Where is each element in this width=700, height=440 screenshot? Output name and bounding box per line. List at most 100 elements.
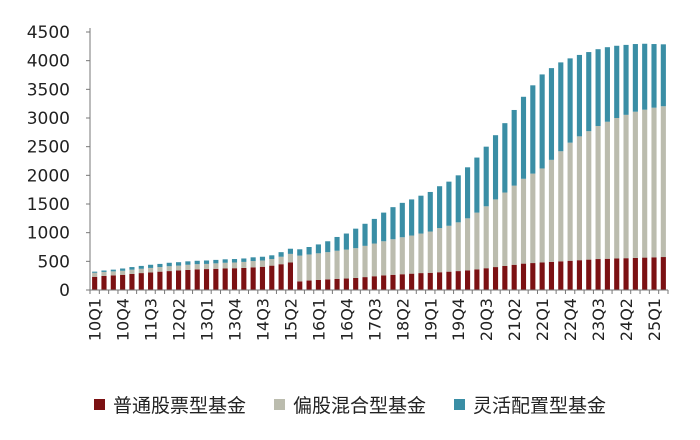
- bar-segment-flexible-23Q4: [604, 47, 610, 122]
- x-tick-label: 16Q1: [309, 298, 328, 341]
- bar-segment-stock-10Q3: [110, 275, 116, 290]
- legend: 普通股票型基金 偏股混合型基金 灵活配置型基金: [0, 384, 700, 424]
- y-tick-label: 4000: [27, 52, 70, 72]
- bar-segment-mixed-24Q2: [623, 114, 629, 259]
- bar-segment-mixed-21Q4: [530, 173, 536, 264]
- bar-segment-mixed-18Q1: [390, 239, 396, 275]
- bar-segment-mixed-14Q1: [241, 261, 247, 268]
- bar-segment-flexible-18Q4: [418, 195, 424, 234]
- bar-segment-flexible-18Q3: [409, 199, 415, 236]
- bar-segment-stock-24Q4: [642, 257, 648, 290]
- bar-segment-mixed-13Q1: [203, 263, 210, 270]
- bar-segment-mixed-23Q4: [604, 121, 610, 259]
- bar-segment-stock-13Q4: [231, 268, 238, 290]
- bar-segment-flexible-11Q2: [138, 265, 144, 269]
- bar-segment-mixed-11Q1: [129, 269, 135, 274]
- bar-segment-stock-24Q2: [623, 258, 629, 290]
- bar-segment-stock-13Q3: [222, 268, 228, 290]
- bar-segment-stock-12Q3: [185, 269, 191, 290]
- bar-segment-mixed-15Q2: [287, 253, 293, 263]
- bar-segment-flexible-13Q1: [203, 260, 210, 264]
- bar-segment-mixed-14Q4: [269, 259, 275, 266]
- bar-segment-flexible-12Q3: [185, 261, 191, 265]
- bar-segment-flexible-13Q2: [213, 259, 219, 264]
- bar-segment-flexible-14Q4: [269, 255, 275, 260]
- bar-segment-flexible-23Q1: [576, 54, 582, 137]
- bar-segment-stock-18Q3: [409, 273, 415, 290]
- bar-segment-mixed-12Q1: [166, 266, 172, 272]
- bar-segment-mixed-17Q3: [371, 243, 377, 277]
- y-tick-label: 4500: [27, 23, 70, 43]
- legend-item-stock: 普通股票型基金: [93, 391, 246, 418]
- legend-item-mixed: 偏股混合型基金: [273, 391, 426, 418]
- bar-segment-mixed-11Q3: [148, 267, 154, 273]
- bars: [92, 43, 666, 290]
- bar-segment-flexible-19Q4: [455, 175, 461, 223]
- bar-segment-mixed-12Q4: [194, 264, 200, 270]
- x-tick-label: 12Q2: [170, 298, 189, 341]
- bar-segment-flexible-12Q4: [194, 260, 200, 265]
- bar-segment-mixed-14Q3: [259, 260, 266, 267]
- y-tick-label: 2500: [27, 138, 70, 158]
- bar-segment-stock-15Q4: [306, 280, 312, 290]
- bar-segment-flexible-12Q1: [166, 262, 172, 267]
- bar-segment-mixed-21Q2: [511, 185, 517, 265]
- bar-segment-mixed-13Q2: [213, 263, 219, 269]
- bar-segment-flexible-19Q2: [437, 186, 443, 229]
- bar-segment-flexible-24Q4: [642, 43, 648, 110]
- bar-segment-flexible-11Q4: [157, 263, 163, 268]
- bar-segment-flexible-17Q3: [371, 218, 377, 244]
- bar-segment-mixed-20Q4: [492, 199, 499, 268]
- bar-segment-mixed-18Q4: [418, 233, 424, 274]
- bar-segment-flexible-14Q2: [250, 257, 256, 262]
- bar-segment-stock-17Q3: [371, 276, 377, 290]
- bar-segment-mixed-21Q1: [502, 192, 508, 266]
- bar-segment-flexible-16Q4: [343, 233, 349, 250]
- bar-segment-stock-23Q1: [576, 260, 582, 290]
- y-tick-label: 3500: [27, 80, 70, 100]
- x-tick-label: 19Q4: [449, 298, 468, 341]
- y-tick-label: 3000: [27, 109, 70, 129]
- bar-segment-flexible-24Q2: [623, 44, 629, 115]
- bar-segment-mixed-17Q2: [362, 245, 368, 278]
- bar-segment-stock-14Q2: [250, 267, 256, 290]
- legend-label-stock: 普通股票型基金: [112, 394, 246, 417]
- bar-segment-flexible-20Q1: [465, 167, 471, 219]
- bar-segment-mixed-23Q3: [595, 126, 601, 260]
- bar-segment-stock-12Q1: [166, 271, 172, 290]
- bar-segment-mixed-19Q3: [446, 225, 452, 272]
- bar-segment-stock-21Q3: [520, 263, 527, 290]
- bar-segment-flexible-11Q1: [129, 267, 135, 270]
- bar-segment-stock-16Q3: [334, 278, 340, 290]
- x-tick-label: 19Q1: [421, 298, 440, 341]
- legend-swatch-mixed: [273, 398, 285, 410]
- bar-segment-stock-17Q4: [381, 275, 387, 290]
- bar-segment-stock-10Q2: [101, 275, 107, 290]
- bar-segment-stock-14Q3: [259, 266, 266, 290]
- bar-segment-flexible-25Q2: [660, 44, 666, 107]
- bar-segment-flexible-14Q1: [241, 258, 247, 262]
- bar-segment-stock-10Q1: [92, 276, 98, 290]
- bar-segment-flexible-19Q1: [427, 191, 433, 232]
- bar-segment-flexible-16Q2: [325, 241, 331, 253]
- bar-segment-stock-15Q2: [287, 262, 293, 290]
- bar-segment-stock-18Q4: [418, 273, 424, 290]
- y-tick-label: 500: [38, 252, 70, 272]
- bar-segment-flexible-17Q1: [353, 228, 359, 249]
- bar-segment-stock-11Q3: [148, 272, 154, 290]
- bar-segment-stock-22Q2: [548, 261, 555, 290]
- bar-segment-stock-19Q3: [446, 271, 452, 290]
- bar-segment-stock-25Q1: [651, 257, 657, 290]
- bar-segment-stock-15Q1: [278, 264, 284, 290]
- y-tick-label: 0: [59, 281, 70, 301]
- bar-segment-flexible-22Q2: [548, 68, 555, 160]
- bar-segment-mixed-21Q3: [520, 178, 527, 264]
- bar-segment-flexible-15Q1: [278, 252, 284, 257]
- x-tick-label: 15Q2: [281, 298, 300, 341]
- bar-segment-flexible-12Q2: [176, 262, 182, 266]
- bar-segment-mixed-13Q3: [222, 262, 228, 269]
- bar-segment-flexible-14Q3: [259, 256, 266, 261]
- bar-segment-mixed-19Q4: [455, 222, 461, 272]
- bar-segment-stock-11Q2: [138, 273, 144, 290]
- x-tick-label: 16Q4: [337, 298, 356, 341]
